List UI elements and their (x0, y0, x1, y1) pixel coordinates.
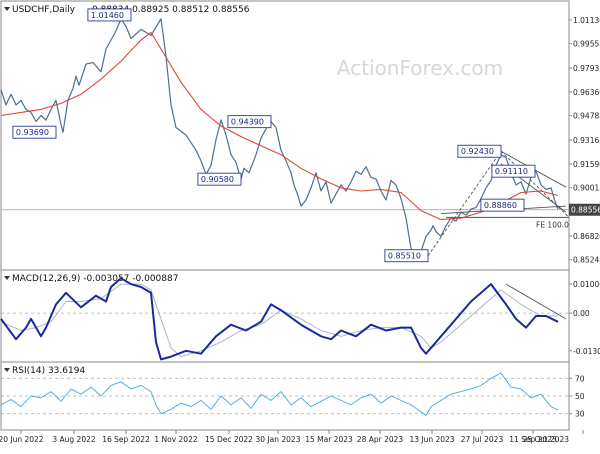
rsi-panel-title: RSI(14) 33.6194 (12, 366, 85, 376)
x-tick-label: 16 Sep 2022 (102, 435, 150, 444)
current-price-box (569, 203, 600, 216)
rsi-tick-label: 70 (575, 374, 585, 383)
price-trendline (427, 150, 502, 256)
price-level-label: 1.01460 (91, 11, 124, 20)
series-layer (0, 18, 559, 416)
x-tick-label: 3 Aug 2022 (52, 435, 95, 444)
price-panel-title: USDCHF,Daily (12, 5, 76, 15)
price-trendline (500, 150, 570, 218)
rsi-tick-label: 30 (575, 410, 585, 419)
x-tick-label: 15 Mar 2023 (305, 435, 353, 444)
macd-tick-label: 0.010066 (573, 280, 600, 289)
price-title: USDCHF,Daily 0.88834 0.88925 0.88512 0.8… (4, 5, 250, 15)
price-level-label-box (12, 125, 57, 139)
price-tick-label: 0.97935 (573, 64, 600, 73)
rsi-series-rsi (0, 372, 559, 416)
price-series-close (0, 18, 559, 261)
price-level-label: 0.90580 (201, 175, 234, 184)
x-tick-label: 20 Jun 2022 (0, 435, 44, 444)
price-level-label-box (480, 198, 525, 212)
fibonacci-extension-label: FE 100.0 (536, 220, 569, 229)
x-tick-label: 30 Jan 2023 (256, 435, 301, 444)
rsi-title-triangle-icon (4, 368, 10, 372)
current-price-label: 0.88556 (571, 206, 600, 215)
watermark: ActionForex.com (337, 56, 503, 80)
price-tick-label: 0.94785 (573, 112, 600, 121)
x-tick-label: 27 Jul 2023 (461, 435, 504, 444)
price-level-label-box (227, 115, 272, 129)
rsi-tick-label: 50 (575, 392, 585, 401)
price-level-label-box (491, 164, 536, 178)
price-tick-label: 0.99555 (573, 40, 600, 49)
macd-tick-label: -0.013006 (573, 347, 600, 356)
x-tick-label: 11 Sep 2023 (509, 435, 557, 444)
macd-title: MACD(12,26,9) -0.003057 -0.000887 (4, 274, 178, 284)
price-level-label: 0.92430 (461, 147, 494, 156)
price-ohlc-readout: 0.88834 0.88925 0.88512 0.88556 (92, 5, 250, 15)
annotation-layer: 1.01460 0.93690 0.94390 0.90580 0.92430 0.911… (12, 8, 570, 320)
x-tick-label: 13 Jun 2023 (409, 435, 454, 444)
price-tick-label: 0.85245 (573, 256, 600, 265)
price-tick-label: 0.93165 (573, 136, 600, 145)
price-level-label: 0.88860 (484, 201, 517, 210)
price-level-label-box (457, 144, 502, 158)
price-level-label-box (197, 172, 242, 186)
rsi-title: RSI(14) 33.6194 (4, 366, 85, 376)
x-tick-label: 28 Apr 2023 (357, 435, 404, 444)
price-level-label: 0.93690 (16, 128, 49, 137)
x-tick-label: 15 Dec 2022 (205, 435, 253, 444)
price-title-triangle-icon (4, 7, 10, 11)
macd-tick-label: 0.00 (573, 309, 590, 318)
macd-series-main (0, 277, 559, 361)
price-level-label-box (384, 249, 429, 263)
price-level-label: 0.91110 (495, 167, 528, 176)
price-panel-frame (0, 0, 570, 271)
x-tick-label: 1 Nov 2022 (154, 435, 197, 444)
macd-series-signal (0, 283, 558, 358)
price-tick-label: 0.90015 (573, 184, 600, 193)
price-level-label-box (87, 8, 132, 22)
macd-panel-title: MACD(12,26,9) -0.003057 -0.000887 (12, 274, 178, 284)
macd-trendline (505, 283, 567, 320)
price-series-moving-average (0, 31, 559, 221)
price-level-label: 0.85510 (388, 252, 421, 261)
macd-title-triangle-icon (4, 276, 10, 280)
price-level-label: 0.94390 (231, 118, 264, 127)
x-tick-label: 25 Oct 2023 (523, 435, 570, 444)
